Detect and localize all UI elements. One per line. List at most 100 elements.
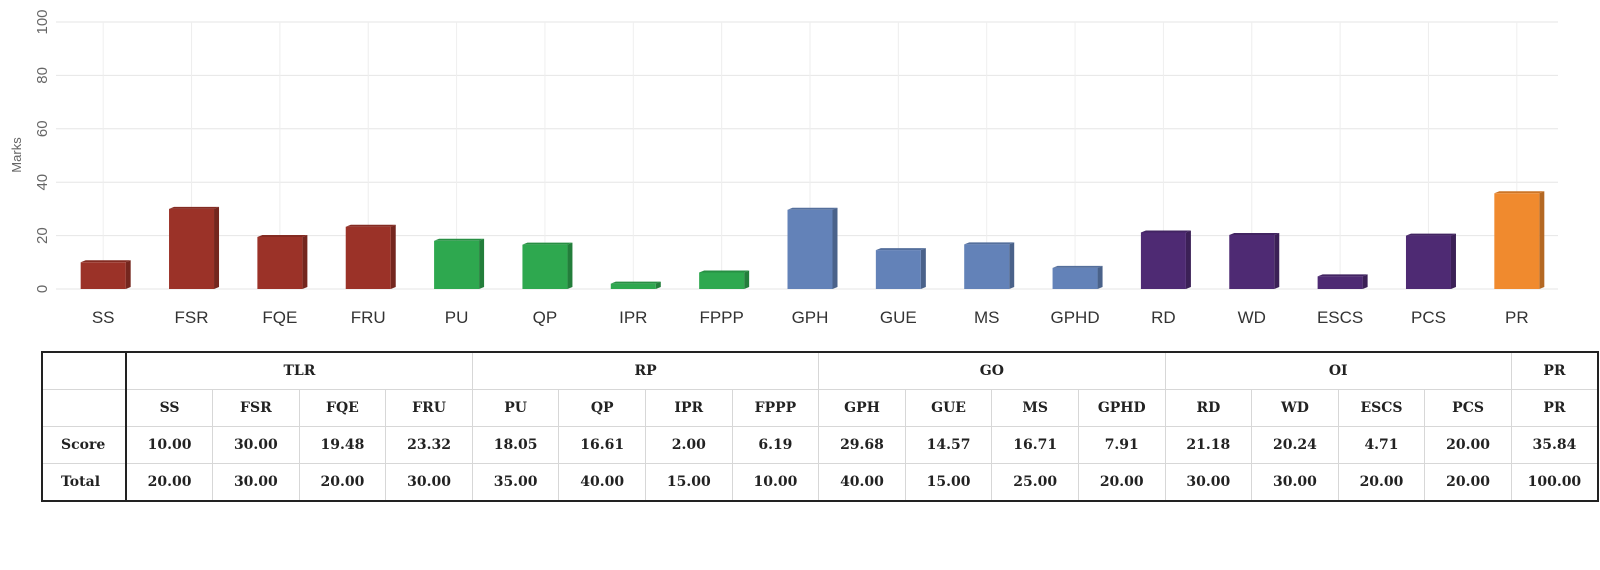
- score-cell-wd: 20.24: [1251, 426, 1339, 464]
- bar-side: [567, 242, 573, 289]
- bar-side: [1185, 230, 1191, 289]
- x-tick-label: GUE: [880, 308, 917, 327]
- bar-fru: [345, 224, 396, 289]
- score-cell-rd: 21.18: [1165, 426, 1253, 464]
- bar-side: [1362, 274, 1368, 289]
- bar-ms: [964, 242, 1015, 289]
- bar-rd: [1140, 230, 1191, 289]
- column-header-fqe: FQE: [299, 389, 387, 427]
- bar-front: [1405, 235, 1451, 289]
- total-cell-pcs: 20.00: [1424, 463, 1512, 502]
- total-cell-ipr: 15.00: [645, 463, 733, 502]
- bar-side: [655, 281, 661, 289]
- bar-side: [479, 238, 485, 289]
- bar-front: [699, 272, 745, 289]
- total-cell-gphd: 20.00: [1078, 463, 1166, 502]
- score-cell-fppp: 6.19: [732, 426, 820, 464]
- total-cell-ss: 20.00: [126, 463, 214, 502]
- table-column-header-row: SS FSR FQE FRU PU QP IPR FPPP GPH GUE MS GPHD RD WD ES…: [41, 389, 1599, 427]
- x-tick-label: QP: [533, 308, 558, 327]
- total-cell-wd: 30.00: [1251, 463, 1339, 502]
- score-cell-gue: 14.57: [905, 426, 993, 464]
- chart-labels: 0 20 40 60 80 100 SS FSR FQE FRU PU QP IPR FPPP GPH GUE…: [34, 9, 1529, 327]
- score-table: TLR RP GO OI PR SS FSR FQE FRU PU QP IPR FPPP GPH GUE M…: [41, 351, 1599, 502]
- bar-top: [699, 270, 750, 273]
- score-cell-pcs: 20.00: [1424, 426, 1512, 464]
- column-header-rd: RD: [1165, 389, 1253, 427]
- score-cell-ms: 16.71: [991, 426, 1079, 464]
- bar-front: [1052, 267, 1098, 289]
- bar-top: [80, 260, 131, 263]
- column-header-qp: QP: [558, 389, 646, 427]
- column-header-ipr: IPR: [645, 389, 733, 427]
- score-cell-pr: 35.84: [1511, 426, 1599, 464]
- x-tick-label: ESCS: [1317, 308, 1363, 327]
- x-tick-label: PCS: [1411, 308, 1446, 327]
- table-corner-cell: [41, 389, 127, 427]
- bar-top: [875, 248, 926, 251]
- y-tick-label: 40: [34, 174, 51, 191]
- bar-side: [214, 206, 220, 289]
- group-header-tlr: TLR: [126, 351, 473, 390]
- bar-top: [169, 206, 220, 209]
- total-cell-fru: 30.00: [385, 463, 473, 502]
- column-header-pu: PU: [472, 389, 560, 427]
- total-cell-qp: 40.00: [558, 463, 646, 502]
- x-tick-label: FQE: [262, 308, 297, 327]
- bar-front: [1229, 234, 1275, 289]
- bar-side: [125, 260, 131, 289]
- score-cell-fsr: 30.00: [212, 426, 300, 464]
- bar-pcs: [1405, 233, 1456, 289]
- bar-pu: [434, 238, 485, 289]
- total-cell-pu: 35.00: [472, 463, 560, 502]
- bar-front: [1317, 276, 1363, 289]
- total-cell-fsr: 30.00: [212, 463, 300, 502]
- row-label-total: Total: [41, 463, 127, 502]
- bar-side: [1009, 242, 1015, 289]
- group-header-go: GO: [818, 351, 1166, 390]
- total-cell-gph: 40.00: [818, 463, 906, 502]
- bar-front: [1494, 193, 1540, 289]
- column-header-pr: PR: [1511, 389, 1599, 427]
- x-tick-label: RD: [1151, 308, 1176, 327]
- column-header-wd: WD: [1251, 389, 1339, 427]
- bar-side: [920, 248, 926, 289]
- bar-fqe: [257, 234, 308, 289]
- total-cell-escs: 20.00: [1338, 463, 1426, 502]
- bar-top: [1405, 233, 1456, 236]
- bar-top: [1140, 230, 1191, 233]
- bar-side: [1539, 191, 1545, 289]
- bar-front: [345, 226, 391, 289]
- column-header-gphd: GPHD: [1078, 389, 1166, 427]
- x-tick-label: FPPP: [699, 308, 743, 327]
- group-header-pr: PR: [1511, 351, 1599, 390]
- column-header-gph: GPH: [818, 389, 906, 427]
- score-cell-gphd: 7.91: [1078, 426, 1166, 464]
- bar-front: [257, 236, 303, 289]
- bar-wd: [1229, 232, 1280, 289]
- bar-front: [522, 244, 568, 289]
- bar-side: [302, 234, 308, 289]
- bar-escs: [1317, 274, 1368, 289]
- column-header-escs: ESCS: [1338, 389, 1426, 427]
- row-label-score: Score: [41, 426, 127, 464]
- y-tick-label: 80: [34, 67, 51, 84]
- bar-fppp: [699, 270, 750, 289]
- group-header-oi: OI: [1165, 351, 1512, 390]
- bar-side: [832, 207, 838, 289]
- bar-front: [1140, 232, 1186, 289]
- score-cell-qp: 16.61: [558, 426, 646, 464]
- x-tick-label: IPR: [619, 308, 647, 327]
- bar-chart: 0 20 40 60 80 100 SS FSR FQE FRU PU QP IPR FPPP GPH GUE…: [9, 9, 1558, 327]
- x-tick-label: GPHD: [1050, 308, 1099, 327]
- column-header-fru: FRU: [385, 389, 473, 427]
- bar-top: [610, 281, 661, 284]
- bar-top: [1494, 191, 1545, 194]
- bar-gph: [787, 207, 838, 289]
- score-cell-escs: 4.71: [1338, 426, 1426, 464]
- x-tick-label: PU: [445, 308, 469, 327]
- bar-ipr: [610, 281, 661, 289]
- bar-side: [744, 270, 750, 289]
- bar-top: [522, 242, 573, 245]
- score-cell-fqe: 19.48: [299, 426, 387, 464]
